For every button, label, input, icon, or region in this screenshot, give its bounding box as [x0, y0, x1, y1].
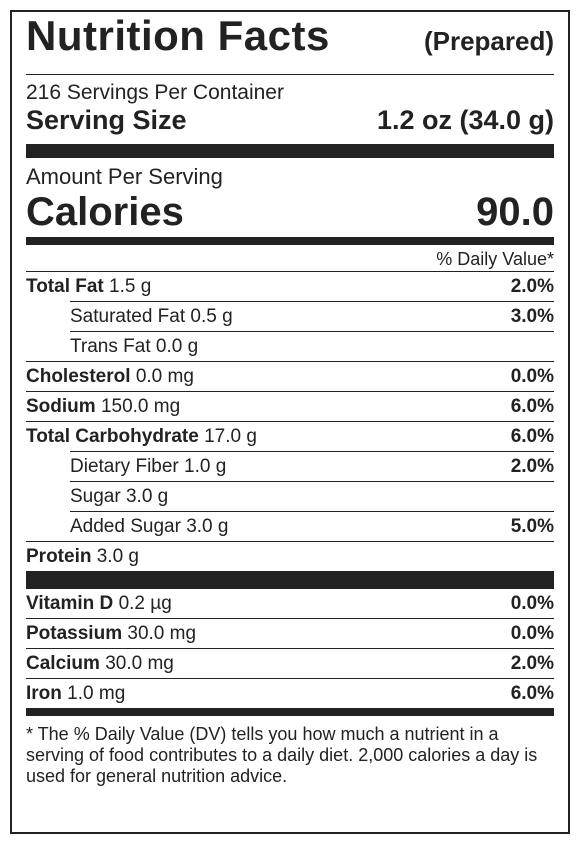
nutrient-amount: 150.0 mg — [100, 396, 181, 417]
nutrient-name: Total Fat — [26, 276, 104, 297]
nutrient-row: Iron 1.0 mg 6.0% — [26, 678, 554, 708]
nutrient: Trans Fat 0.0 g — [70, 332, 198, 361]
nutrient-row: Vitamin D 0.2 µg 0.0% — [26, 589, 554, 618]
nutrient: Vitamin D 0.2 µg — [26, 589, 172, 618]
nutrient-name: Cholesterol — [26, 366, 131, 387]
nutrients: Total Fat 1.5 g 2.0% Saturated Fat 0.5 g 3.… — [26, 271, 554, 571]
nutrient-row: Potassium 30.0 mg 0.0% — [26, 618, 554, 648]
serving-size-value: 1.2 oz (34.0 g) — [376, 105, 554, 135]
daily-value: 3.0% — [510, 306, 554, 327]
daily-value: 6.0% — [510, 396, 554, 417]
nutrient-amount: 1.0 g — [184, 456, 227, 477]
daily-value: 2.0% — [510, 456, 554, 477]
daily-value: 0.0% — [510, 366, 554, 387]
nutrient-row: Sugar 3.0 g — [70, 481, 554, 511]
nutrient-row: Total Carbohydrate 17.0 g 6.0% — [26, 421, 554, 451]
nutrient-name: Protein — [26, 546, 92, 567]
nutrient-name: Saturated Fat — [70, 306, 186, 327]
nutrient-name: Trans Fat — [70, 336, 151, 357]
nutrient-row: Added Sugar 3.0 g 5.0% — [70, 511, 554, 541]
calories: Calories 90.0 — [26, 190, 554, 245]
nutrient-amount: 0.2 µg — [118, 593, 172, 614]
nutrient: Saturated Fat 0.5 g — [70, 302, 233, 331]
title-row: Nutrition Facts (Prepared) — [26, 12, 554, 75]
nutrient-name: Potassium — [26, 623, 123, 644]
daily-value: 6.0% — [510, 683, 554, 704]
nutrient: Sodium 150.0 mg — [26, 392, 180, 421]
daily-value: 5.0% — [510, 516, 554, 537]
nutrient-row: Trans Fat 0.0 g — [70, 331, 554, 361]
nutrient-amount: 1.5 g — [109, 276, 152, 297]
servings: 216 Servings Per Container — [26, 81, 284, 104]
nutrient: Total Carbohydrate 17.0 g — [26, 422, 257, 451]
nutrient-row: Cholesterol 0.0 mg 0.0% — [26, 361, 554, 391]
nutrient-name: Total Carbohydrate — [26, 426, 199, 447]
nutrient-amount: 1.0 mg — [67, 683, 126, 704]
calories-value: 90.0 — [476, 190, 554, 234]
nutrient-row: Dietary Fiber 1.0 g 2.0% — [70, 451, 554, 481]
dv-header: % Daily Value* — [436, 249, 554, 269]
nutrient-name: Vitamin D — [26, 593, 114, 614]
nutrient-amount: 17.0 g — [204, 426, 257, 447]
nutrient: Potassium 30.0 mg — [26, 619, 196, 648]
daily-value: 0.0% — [510, 593, 554, 614]
nutrient-row: Calcium 30.0 mg 2.0% — [26, 648, 554, 678]
nutrition-label: Nutrition Facts (Prepared) 216 Servings … — [10, 10, 570, 834]
nutrient-amount: 0.5 g — [190, 306, 233, 327]
nutrient-name: Added Sugar — [70, 516, 181, 537]
amount-per-serving: Amount Per Serving — [26, 164, 223, 189]
nutrient-amount: 30.0 mg — [105, 653, 174, 674]
title-note: (Prepared) — [423, 26, 554, 56]
serving-size-label: Serving Size — [26, 105, 187, 135]
nutrient-row: Saturated Fat 0.5 g 3.0% — [70, 301, 554, 331]
footnote: * The % Daily Value (DV) tells you how m… — [26, 724, 538, 786]
nutrient: Sugar 3.0 g — [70, 482, 168, 511]
daily-value: 0.0% — [510, 623, 554, 644]
nutrient: Protein 3.0 g — [26, 542, 139, 571]
daily-value: 2.0% — [510, 653, 554, 674]
nutrient: Iron 1.0 mg — [26, 679, 125, 708]
nutrient-name: Sodium — [26, 396, 96, 417]
daily-value: 2.0% — [510, 276, 554, 297]
nutrient-name: Sugar — [70, 486, 121, 507]
nutrient: Dietary Fiber 1.0 g — [70, 452, 226, 481]
nutrient-row: Sodium 150.0 mg 6.0% — [26, 391, 554, 421]
title: Nutrition Facts — [26, 12, 330, 59]
nutrient-name: Dietary Fiber — [70, 456, 179, 477]
nutrient-amount: 0.0 mg — [135, 366, 194, 387]
divider — [26, 571, 554, 589]
nutrient-amount: 3.0 g — [125, 486, 169, 507]
nutrient-row: Protein 3.0 g — [26, 541, 554, 571]
nutrient-amount: 3.0 g — [96, 546, 139, 567]
vitamins: Vitamin D 0.2 µg 0.0% Potassium 30.0 mg 0.0… — [26, 589, 554, 716]
nutrient: Cholesterol 0.0 mg — [26, 362, 194, 391]
nutrient: Added Sugar 3.0 g — [70, 512, 228, 541]
nutrient-amount: 3.0 g — [186, 516, 229, 537]
nutrient-row: Total Fat 1.5 g 2.0% — [26, 271, 554, 301]
calories-label: Calories — [26, 190, 184, 234]
nutrient-amount: 30.0 mg — [127, 623, 197, 644]
nutrient-amount: 0.0 g — [155, 336, 199, 357]
daily-value: 6.0% — [510, 426, 554, 447]
nutrient-name: Calcium — [26, 653, 100, 674]
serving-size: Serving Size 1.2 oz (34.0 g) — [26, 105, 554, 158]
nutrient-name: Iron — [26, 683, 62, 704]
nutrient: Total Fat 1.5 g — [26, 272, 151, 301]
nutrient: Calcium 30.0 mg — [26, 649, 174, 678]
